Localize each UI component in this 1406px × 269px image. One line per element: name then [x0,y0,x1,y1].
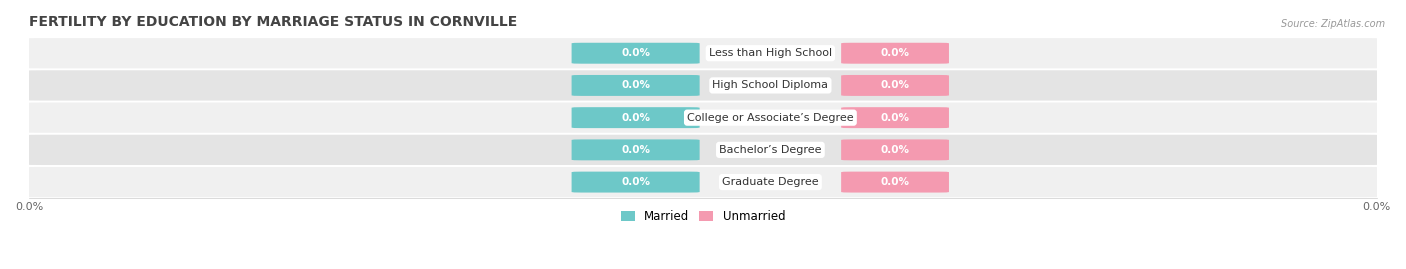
FancyBboxPatch shape [572,75,700,96]
Text: High School Diploma: High School Diploma [713,80,828,90]
Text: Source: ZipAtlas.com: Source: ZipAtlas.com [1281,19,1385,29]
Text: 0.0%: 0.0% [621,177,650,187]
Text: FERTILITY BY EDUCATION BY MARRIAGE STATUS IN CORNVILLE: FERTILITY BY EDUCATION BY MARRIAGE STATU… [30,15,517,29]
Legend: Married, Unmarried: Married, Unmarried [616,205,790,228]
Text: Less than High School: Less than High School [709,48,832,58]
FancyBboxPatch shape [15,135,1391,165]
Text: 0.0%: 0.0% [621,48,650,58]
FancyBboxPatch shape [15,167,1391,197]
FancyBboxPatch shape [841,43,949,64]
Text: 0.0%: 0.0% [621,80,650,90]
Text: 0.0%: 0.0% [880,80,910,90]
FancyBboxPatch shape [15,38,1391,68]
FancyBboxPatch shape [15,70,1391,101]
FancyBboxPatch shape [841,75,949,96]
FancyBboxPatch shape [841,172,949,193]
Text: 0.0%: 0.0% [621,145,650,155]
FancyBboxPatch shape [841,139,949,160]
FancyBboxPatch shape [572,107,700,128]
Text: 0.0%: 0.0% [621,113,650,123]
Text: College or Associate’s Degree: College or Associate’s Degree [688,113,853,123]
FancyBboxPatch shape [572,139,700,160]
Text: Graduate Degree: Graduate Degree [723,177,818,187]
Text: Bachelor’s Degree: Bachelor’s Degree [718,145,821,155]
FancyBboxPatch shape [15,102,1391,133]
Text: 0.0%: 0.0% [880,113,910,123]
Text: 0.0%: 0.0% [880,48,910,58]
FancyBboxPatch shape [572,172,700,193]
Text: 0.0%: 0.0% [880,177,910,187]
FancyBboxPatch shape [572,43,700,64]
FancyBboxPatch shape [841,107,949,128]
Text: 0.0%: 0.0% [880,145,910,155]
